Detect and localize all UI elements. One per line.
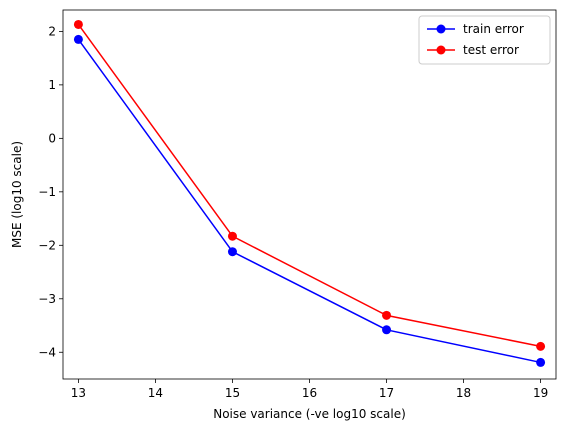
series-line-1 [77,38,541,364]
plot-frame [62,9,557,380]
y-tick-label: −4 [38,345,56,359]
x-tick-label: 13 [71,386,86,400]
data-point [382,310,392,320]
legend-entry-label: test error [463,43,519,57]
y-tick-label: 1 [48,78,56,92]
legend-entry-label: train error [463,22,524,36]
data-point [227,247,237,257]
y-tick-label: −3 [38,292,56,306]
y-tick-label: −1 [38,185,56,199]
y-axis-label: MSE (log10 scale) [10,141,24,248]
data-point [73,34,83,44]
x-tick-label: 14 [148,386,163,400]
legend: train error test error [418,15,551,65]
x-axis-label: Noise variance (-ve log10 scale) [213,407,406,421]
data-point [227,231,237,241]
legend-box [418,15,551,65]
x-tick-label: 16 [302,386,317,400]
x-tick-label: 18 [456,386,471,400]
y-tick-label: 0 [48,131,56,145]
plot-axes: 13 14 15 16 17 18 19 2 1 0 −1 −2 −3 −4 [38,9,557,400]
data-point [382,325,392,335]
data-point [536,357,546,367]
y-tick-label: −2 [38,238,56,252]
x-tick-label: 19 [533,386,548,400]
plot-series [73,19,546,367]
series-line-2 [77,23,541,348]
data-point [536,341,546,351]
legend-marker [436,24,446,34]
data-point [73,19,83,29]
y-tick-label: 2 [48,24,56,38]
x-tick-label: 17 [379,386,394,400]
x-tick-label: 15 [225,386,240,400]
legend-marker [436,45,446,55]
